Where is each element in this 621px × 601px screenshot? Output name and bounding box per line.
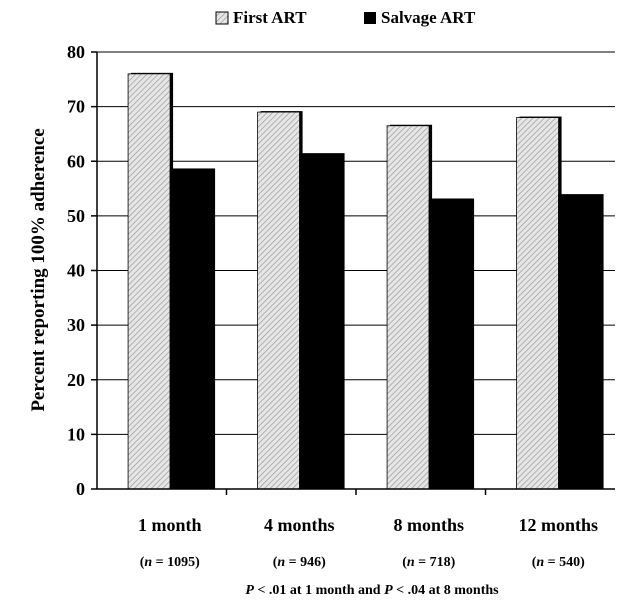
x-tick-label-2: 8 months (393, 515, 464, 535)
bar-salvage-art-0 (169, 169, 213, 490)
bar-salvage-art-1 (299, 153, 342, 490)
y-axis-title: Percent reporting 100% adherence (28, 128, 49, 411)
x-tick-labels: 1 month (n = 1095) 4 months (n = 946) 8 mont… (138, 515, 598, 570)
y-tick-label-0: 0 (76, 479, 85, 499)
y-tick-labels: 0 10 20 30 40 50 60 70 80 (67, 42, 85, 499)
bars (127, 72, 604, 490)
footnote-p2: P (384, 583, 393, 598)
sample-size-label-3: (n = 540) (532, 555, 585, 570)
sample-size-label-0: (n = 1095) (140, 555, 200, 570)
y-tick-label-30: 30 (67, 315, 85, 335)
y-tick-label-70: 70 (67, 97, 85, 117)
legend-swatch-salvage-art (364, 12, 376, 24)
y-tick-label-20: 20 (67, 370, 85, 390)
footnote-text1: < .01 at 1 month and (254, 583, 384, 598)
bar-salvage-art-3 (558, 194, 601, 490)
legend-label-salvage-art: Salvage ART (381, 8, 476, 27)
axes (91, 51, 615, 495)
bar-first-art-3 (516, 117, 559, 490)
bar-salvage-art-2 (428, 199, 472, 490)
legend-swatch-first-art (215, 11, 229, 25)
y-tick-label-10: 10 (67, 424, 85, 444)
y-tick-label-40: 40 (67, 261, 85, 281)
footnote-p1: P (245, 583, 254, 598)
y-tick-label-60: 60 (67, 151, 85, 171)
y-tick-label-50: 50 (67, 206, 85, 226)
bar-first-art-1 (257, 111, 300, 490)
sample-size-label-1: (n = 946) (273, 555, 326, 570)
legend: First ART Salvage ART (215, 8, 476, 27)
footnote-text2: < .04 at 8 months (393, 583, 500, 598)
bar-first-art-0 (127, 73, 171, 490)
x-tick-label-1: 4 months (264, 515, 335, 535)
sample-size-label-2: (n = 718) (402, 555, 455, 570)
y-tick-label-80: 80 (67, 42, 85, 62)
bar-first-art-2 (386, 125, 430, 490)
x-tick-label-3: 12 months (518, 515, 598, 535)
footnote: P < .01 at 1 month and P < .04 at 8 mont… (245, 583, 499, 598)
x-tick-label-0: 1 month (138, 515, 202, 535)
legend-label-first-art: First ART (233, 8, 307, 27)
